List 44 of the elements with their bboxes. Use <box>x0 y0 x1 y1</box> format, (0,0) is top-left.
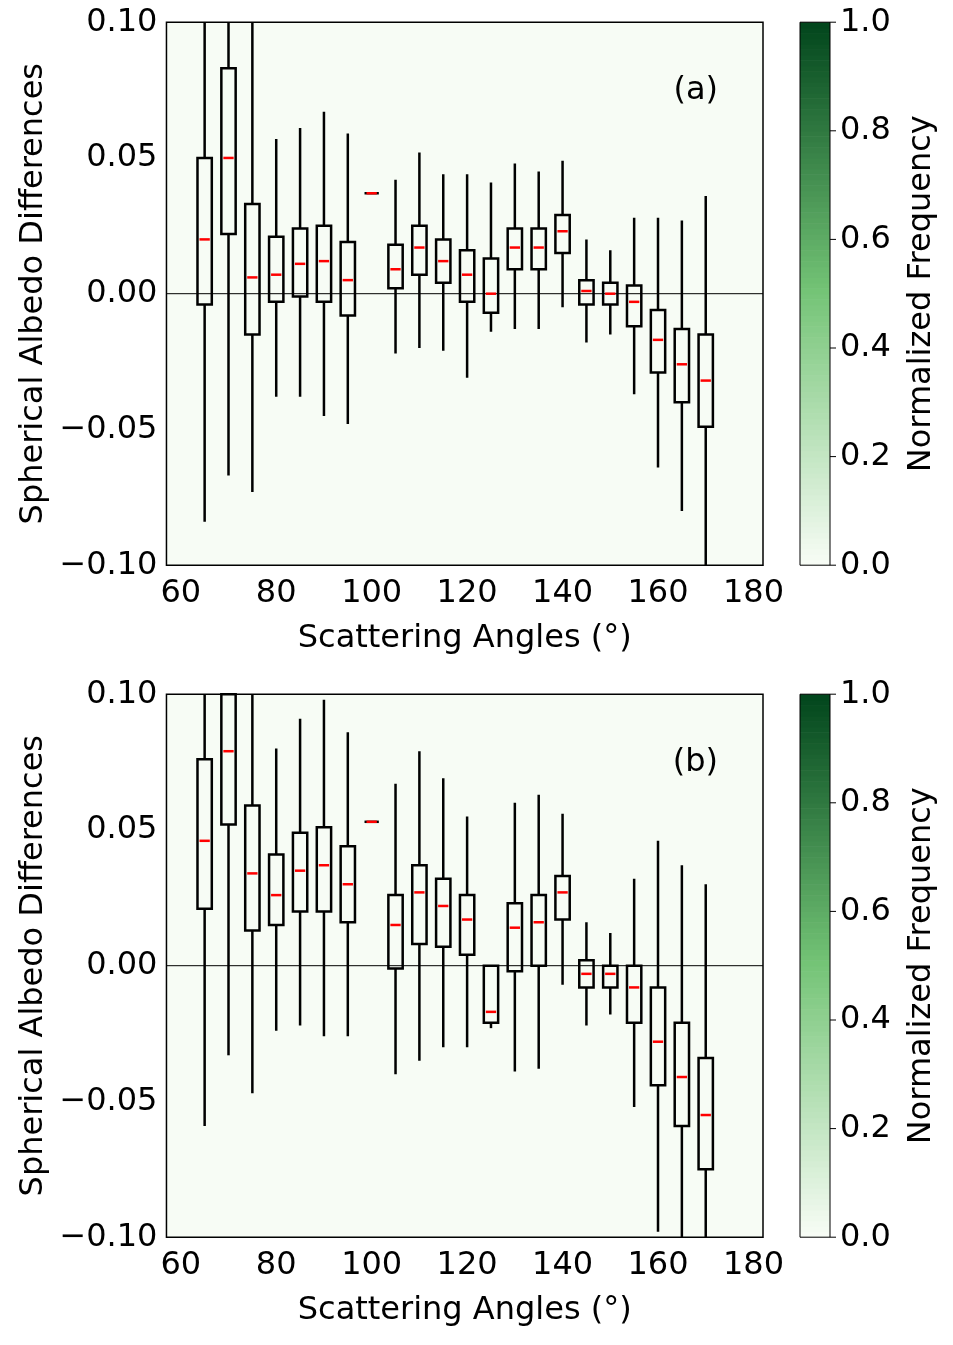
x-tick-label: 120 <box>436 1243 498 1282</box>
color-bar-label: 1.0 <box>840 0 891 39</box>
y-tick-label: −0.05 <box>59 1079 158 1118</box>
color-bar-title: Normalized Frequency <box>900 787 939 1145</box>
x-tick-label: 140 <box>532 1243 594 1282</box>
color-bar-label: 0.6 <box>840 217 891 256</box>
color-bar-label: 0.2 <box>840 1106 891 1145</box>
x-tick-label: 160 <box>627 571 689 610</box>
x-tick-label: 80 <box>255 1243 297 1282</box>
x-tick-label: 60 <box>160 571 202 610</box>
color-bar-label: 0.0 <box>840 543 891 582</box>
x-tick-label: 100 <box>341 1243 403 1282</box>
x-axis-title: Scattering Angles (°) <box>297 1289 632 1328</box>
y-tick-label: 0.00 <box>86 272 158 311</box>
color-bar-label: 0.0 <box>840 1215 891 1254</box>
annotation: (a) <box>673 68 718 107</box>
y-axis-title: Spherical Albedo Differences <box>11 63 50 525</box>
y-axis-title: Spherical Albedo Differences <box>11 735 50 1197</box>
x-tick-label: 160 <box>627 1243 689 1282</box>
x-tick-label: 180 <box>722 1243 784 1282</box>
color-bar-title: Normalized Frequency <box>900 115 939 473</box>
x-tick-label: 120 <box>436 571 498 610</box>
y-tick-label: 0.05 <box>86 136 158 175</box>
color-bar-label: 1.0 <box>840 672 891 711</box>
color-bar-label: 0.4 <box>840 998 891 1037</box>
x-tick-label: 60 <box>160 1243 202 1282</box>
y-tick-label: −0.10 <box>59 543 158 582</box>
x-tick-label: 100 <box>341 571 403 610</box>
x-tick-label: 140 <box>532 571 594 610</box>
color-bar-label: 0.4 <box>840 326 891 365</box>
color-bar-label: 0.6 <box>840 889 891 928</box>
y-tick-label: 0.00 <box>86 944 158 983</box>
x-tick-label: 180 <box>722 571 784 610</box>
color-bar-label: 0.8 <box>840 109 891 148</box>
y-tick-label: −0.05 <box>59 407 158 446</box>
color-bar-label: 0.2 <box>840 434 891 473</box>
annotation: (b) <box>672 740 718 779</box>
x-axis-title: Scattering Angles (°) <box>297 617 632 656</box>
color-bar-label: 0.8 <box>840 781 891 820</box>
y-tick-label: 0.10 <box>86 0 158 39</box>
y-tick-label: 0.10 <box>86 672 158 711</box>
y-tick-label: −0.10 <box>59 1215 158 1254</box>
x-tick-label: 80 <box>255 571 297 610</box>
y-tick-label: 0.05 <box>86 808 158 847</box>
